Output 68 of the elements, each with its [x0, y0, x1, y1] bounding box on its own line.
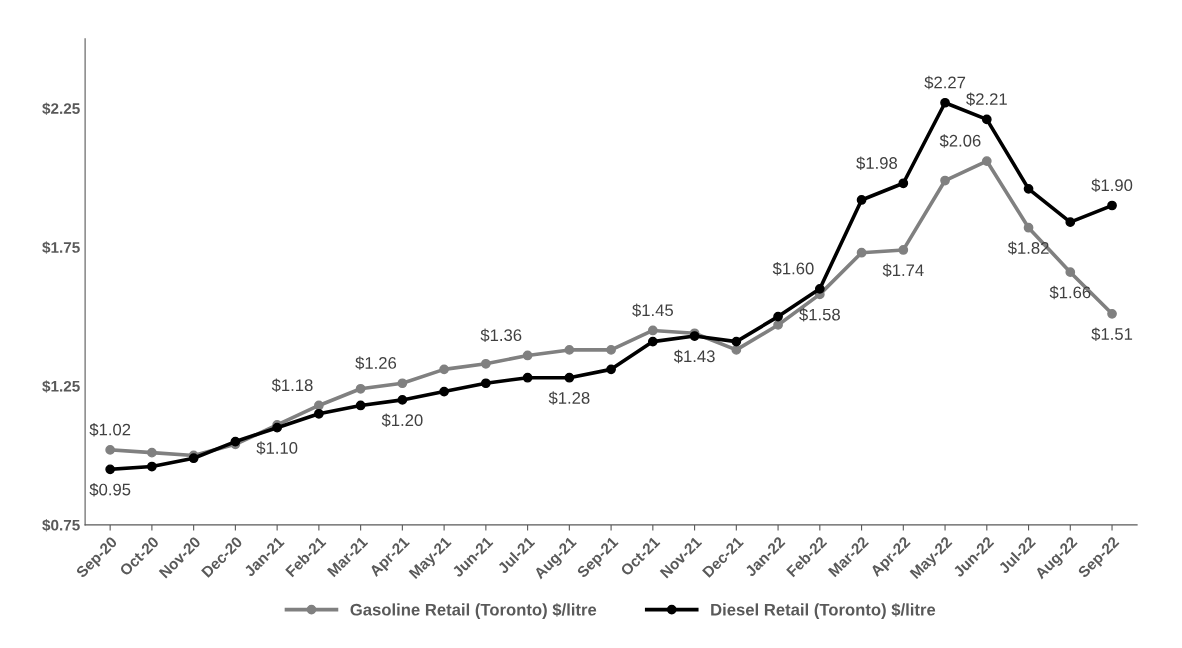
data-label: $1.20: [381, 413, 423, 428]
point: [773, 320, 783, 330]
data-label: $1.51: [1091, 327, 1133, 341]
data-label: $1.90: [1091, 178, 1133, 193]
point: [814, 283, 825, 294]
point: [314, 400, 324, 411]
point: [606, 364, 616, 375]
point: [1107, 200, 1117, 211]
point: [856, 247, 867, 258]
point: [105, 464, 116, 475]
point: [940, 97, 950, 108]
point: [105, 445, 116, 455]
data-label: $1.58: [799, 308, 840, 322]
point: [606, 345, 616, 355]
point: [480, 358, 491, 369]
point: [898, 245, 909, 255]
data-label: $1.74: [882, 263, 924, 278]
data-label: $1.28: [548, 391, 590, 405]
point: [1065, 267, 1076, 278]
point: [773, 311, 783, 322]
point: [397, 395, 408, 405]
point: [647, 325, 658, 336]
point: [480, 378, 491, 389]
data-label: $0.95: [89, 482, 131, 497]
data-label: $1.98: [856, 156, 898, 170]
point: [1023, 222, 1034, 233]
point: [314, 408, 324, 419]
point: [564, 345, 575, 355]
data-label: $1.82: [1007, 241, 1049, 255]
point: [981, 156, 992, 166]
point: [355, 400, 366, 411]
point: [147, 461, 157, 472]
point: [940, 175, 950, 186]
data-label: $2.27: [924, 75, 966, 90]
data-label: $1.26: [355, 356, 397, 370]
point: [522, 372, 533, 383]
point: [647, 336, 658, 347]
legend-label: Diesel Retail (Toronto) $/litre: [711, 603, 936, 619]
y-tick-label: $0.75: [42, 519, 80, 532]
data-label: $1.18: [271, 378, 313, 393]
point: [981, 114, 992, 125]
point: [1107, 308, 1117, 319]
point: [856, 195, 867, 205]
y-tick-label: $1.75: [42, 241, 80, 254]
point: [1023, 183, 1034, 194]
point: [439, 364, 449, 375]
data-label: $1.45: [632, 303, 673, 318]
y-tick-label: $1.25: [42, 380, 80, 393]
data-label: $1.66: [1049, 285, 1091, 300]
data-label: $1.43: [673, 349, 715, 364]
point: [522, 350, 533, 361]
point: [397, 378, 408, 389]
point: [731, 345, 742, 355]
data-label: $1.10: [256, 441, 298, 455]
y-tick-label: $2.25: [42, 102, 80, 115]
data-label: $1.60: [772, 261, 814, 276]
data-label: $2.06: [939, 134, 981, 148]
point: [355, 383, 366, 394]
point: [1065, 217, 1076, 228]
data-label: $1.36: [480, 328, 522, 343]
point: [147, 447, 157, 458]
legend-label: Gasoline Retail (Toronto) $/litre: [350, 603, 597, 619]
point: [439, 386, 449, 397]
data-label: $2.21: [966, 92, 1007, 106]
data-label: $1.02: [89, 422, 131, 437]
point: [731, 336, 742, 347]
point: [564, 372, 575, 383]
point: [898, 178, 909, 189]
